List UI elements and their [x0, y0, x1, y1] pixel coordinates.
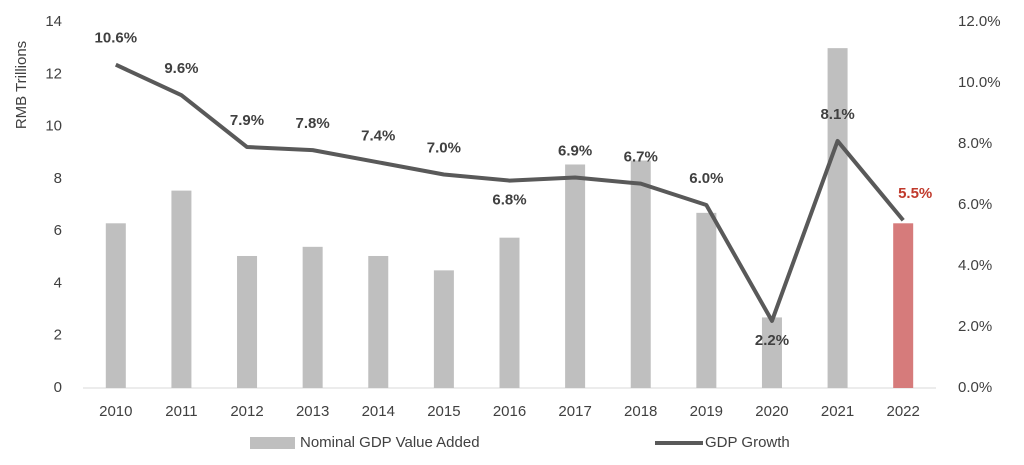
bar — [171, 190, 192, 388]
x-tick-label: 2020 — [755, 403, 788, 420]
y2-tick-label: 2.0% — [958, 318, 992, 335]
value-label: 6.9% — [558, 143, 592, 160]
bar — [893, 223, 914, 388]
bar — [565, 164, 586, 388]
y2-tick-label: 4.0% — [958, 257, 992, 274]
bar — [368, 255, 389, 388]
y2-tick-label: 6.0% — [958, 196, 992, 213]
value-label: 5.5% — [898, 185, 932, 202]
value-label: 7.4% — [361, 127, 395, 144]
y2-tick-label: 0.0% — [958, 379, 992, 396]
x-tick-label: 2013 — [296, 403, 329, 420]
value-label: 2.2% — [755, 332, 789, 349]
legend-swatch — [250, 437, 295, 449]
bar — [761, 317, 782, 388]
y-tick-label: 12 — [45, 65, 62, 82]
y2-tick-label: 12.0% — [958, 13, 1001, 30]
y2-tick-label: 8.0% — [958, 135, 992, 152]
y-tick-label: 0 — [54, 379, 62, 396]
bar — [499, 237, 520, 388]
y-tick-label: 2 — [54, 327, 62, 344]
bar — [827, 48, 848, 389]
value-label: 6.7% — [624, 149, 658, 166]
value-label: 7.0% — [427, 139, 461, 156]
x-tick-label: 2017 — [558, 403, 591, 420]
bar — [302, 246, 323, 388]
x-tick-label: 2011 — [165, 403, 197, 420]
bar — [105, 223, 126, 388]
value-label: 6.8% — [492, 192, 526, 209]
bar — [433, 270, 454, 388]
value-label: 6.0% — [689, 170, 723, 187]
x-tick-label: 2018 — [624, 403, 657, 420]
x-tick-label: 2014 — [362, 403, 395, 420]
value-label: 10.6% — [95, 30, 138, 47]
y-tick-label: 6 — [54, 222, 62, 239]
legend-label: Nominal GDP Value Added — [300, 434, 480, 451]
x-tick-label: 2019 — [690, 403, 723, 420]
x-tick-label: 2022 — [887, 403, 920, 420]
x-tick-label: 2012 — [230, 403, 263, 420]
y-tick-label: 14 — [45, 13, 62, 30]
legend-label: GDP Growth — [705, 434, 790, 451]
y-tick-label: 4 — [54, 274, 62, 291]
x-tick-label: 2016 — [493, 403, 526, 420]
value-label: 8.1% — [820, 106, 854, 123]
y-tick-label: 10 — [45, 118, 62, 135]
y2-tick-label: 10.0% — [958, 74, 1001, 91]
bar — [696, 212, 717, 388]
bar — [237, 255, 258, 388]
x-tick-label: 2015 — [427, 403, 460, 420]
value-label: 7.9% — [230, 112, 264, 129]
line — [114, 62, 905, 323]
value-label: 9.6% — [164, 60, 198, 77]
x-tick-label: 2010 — [99, 403, 132, 420]
bar — [630, 160, 651, 388]
y-axis-label: RMB Trillions — [13, 41, 30, 129]
y-tick-label: 8 — [54, 170, 62, 187]
value-label: 7.8% — [296, 115, 330, 132]
x-tick-label: 2021 — [821, 403, 854, 420]
